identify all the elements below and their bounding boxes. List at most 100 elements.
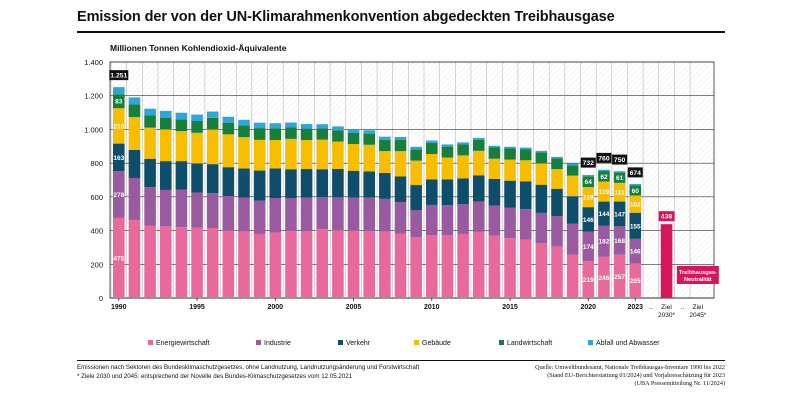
bar-segment xyxy=(191,192,203,228)
footnote-sectors: Emissionen nach Sektoren des Bundesklima… xyxy=(77,364,420,371)
y-tick-label: 1.200 xyxy=(84,92,103,101)
bar-segment xyxy=(285,127,297,139)
bar-segment xyxy=(551,169,563,189)
x-tick-label: 2023 xyxy=(627,304,643,311)
bar-segment xyxy=(347,197,360,231)
bar-segment xyxy=(410,237,422,298)
bar-segment xyxy=(551,156,563,159)
bar-segment xyxy=(316,197,329,230)
bar-segment xyxy=(144,225,156,298)
bar-segment xyxy=(613,201,626,227)
bar-segment xyxy=(426,154,438,180)
bar-segment xyxy=(457,178,469,205)
bar-segment xyxy=(206,164,219,194)
bar-segment xyxy=(566,165,579,176)
y-tick-label: 400 xyxy=(90,227,103,236)
bar-segment xyxy=(347,129,360,133)
bar-segment xyxy=(269,168,282,199)
footnote-left: Emissionen nach Sektoren des Bundesklima… xyxy=(77,364,419,381)
bar-segment xyxy=(488,205,501,236)
bar-segment xyxy=(441,146,454,158)
source-line-3: (UBA Pressemitteilung Nr. 11/2024) xyxy=(634,380,725,387)
bar-segment xyxy=(269,140,282,169)
bar-segment xyxy=(426,204,438,236)
bar-segment xyxy=(332,197,344,231)
bar-segment xyxy=(300,124,313,129)
data-label: 111 xyxy=(615,190,626,197)
bar-segment xyxy=(566,223,579,255)
bar-segment xyxy=(472,139,485,151)
bar-segment xyxy=(582,174,595,177)
data-label: 155 xyxy=(630,223,641,230)
bar-segment xyxy=(316,169,329,198)
bar-segment xyxy=(613,254,626,298)
neutrality-badge xyxy=(676,266,719,284)
bar-segment xyxy=(519,149,532,161)
bar-segment xyxy=(144,187,156,226)
bar-segment xyxy=(300,140,313,170)
bar-segment xyxy=(598,169,610,172)
legend-swatch xyxy=(414,340,419,345)
bar-segment xyxy=(472,175,485,202)
bar-segment xyxy=(394,176,407,203)
bar-segment xyxy=(379,231,391,298)
bar-segment xyxy=(441,144,454,147)
target-label-line1: Ziel xyxy=(693,304,704,311)
bar-segment xyxy=(175,112,188,120)
bar-segment xyxy=(113,171,125,218)
x-tick-label: 1990 xyxy=(111,304,127,311)
bar-segment xyxy=(394,233,407,298)
bar-segment xyxy=(488,158,501,179)
bar-segment xyxy=(191,227,203,298)
bar-segment xyxy=(238,197,250,232)
total-label: 750 xyxy=(614,157,626,164)
bar-segment xyxy=(144,158,156,188)
bar-segment xyxy=(191,132,203,164)
bar-segment xyxy=(582,187,595,208)
bar-segment xyxy=(441,157,454,180)
bar-segment xyxy=(269,123,282,129)
bar-segment xyxy=(175,131,188,162)
source-line-1: Quelle: Umweltbundesamt, Nationale Treib… xyxy=(535,364,725,371)
bar-segment xyxy=(159,161,172,190)
total-badge xyxy=(612,154,628,165)
bar-segment xyxy=(159,129,172,162)
bar-segment xyxy=(394,137,407,140)
target-value-badge xyxy=(658,211,675,222)
bar-segment xyxy=(551,246,563,298)
bar-segment xyxy=(566,163,579,166)
bar-segment xyxy=(582,207,595,232)
bar-segment xyxy=(316,124,329,129)
bar-segment xyxy=(598,256,610,298)
target-label-line2: 2030* xyxy=(658,312,675,319)
bar-segment xyxy=(379,139,391,152)
total-badge xyxy=(596,152,612,163)
bar-segment xyxy=(551,158,563,170)
bar-segment xyxy=(191,121,203,133)
data-label: 83 xyxy=(115,99,123,106)
bar-segment xyxy=(206,228,219,298)
bar-segment xyxy=(410,185,422,211)
bar-segment xyxy=(363,230,375,298)
bar-segment xyxy=(535,184,548,213)
legend-swatch xyxy=(148,340,153,345)
bar-segment xyxy=(504,146,516,149)
bar-segment xyxy=(519,147,532,150)
bar-segment xyxy=(488,145,501,148)
data-label: 246 xyxy=(599,275,610,282)
bar-segment xyxy=(426,235,438,298)
bar-segment xyxy=(504,238,516,298)
bar-segment xyxy=(238,125,250,138)
bar-segment xyxy=(488,147,501,159)
bar-segment xyxy=(472,201,485,232)
bar-segment xyxy=(535,243,548,298)
bar-segment xyxy=(363,130,375,134)
data-label: 144 xyxy=(599,211,610,218)
bar-segment xyxy=(253,200,266,234)
x-tick-label: 1995 xyxy=(189,304,205,311)
neutrality-label-line2: Neutralität xyxy=(684,277,712,283)
y-tick-label: 1.400 xyxy=(84,58,103,67)
bar-segment xyxy=(316,139,329,170)
data-label: 257 xyxy=(614,274,625,281)
bar-segment xyxy=(379,172,391,199)
